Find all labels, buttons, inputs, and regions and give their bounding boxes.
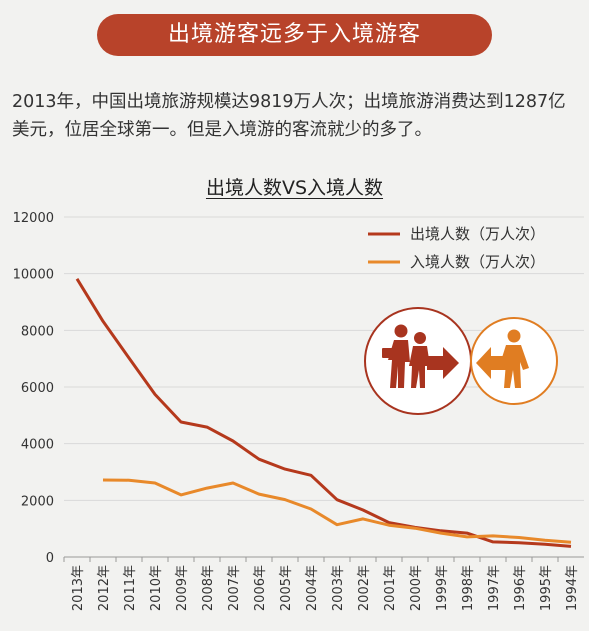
- series-line-inbound: [102, 478, 572, 544]
- y-tick-label: 2000: [21, 494, 54, 509]
- x-tick-label: 2000年: [409, 565, 424, 611]
- x-tick-label: 2003年: [331, 565, 346, 611]
- x-axis-ticks: 2013年 2012年 2011年 2010年 2009年 2008年 2007年 2006年…: [63, 557, 580, 611]
- x-tick-label: 2007年: [227, 565, 242, 611]
- x-tick-label: 2002年: [357, 565, 372, 611]
- x-tick-label: 2010年: [149, 565, 164, 611]
- y-tick-label: 6000: [21, 381, 54, 396]
- x-tick-label: 1994年: [565, 565, 580, 611]
- x-tick-label: 2009年: [175, 565, 190, 611]
- people-walking-right-arrow-icon: [364, 307, 472, 415]
- y-tick-label: 0: [46, 551, 54, 566]
- x-tick-label: 2006年: [253, 565, 268, 611]
- x-tick-label: 2001年: [383, 565, 398, 611]
- x-tick-label: 1998年: [461, 565, 476, 611]
- y-axis-ticks: 0 2000 4000 6000 8000 10000 12000: [13, 211, 54, 566]
- page-banner: 出境游客远多于入境游客: [97, 14, 492, 56]
- x-tick-label: 1999年: [435, 565, 450, 611]
- legend-label-inbound: 入境人数（万人次）: [410, 253, 545, 271]
- y-tick-label: 8000: [21, 324, 54, 339]
- person-walking-left-arrow-icon: [470, 317, 558, 405]
- series-lines: [75, 278, 572, 548]
- x-tick-label: 1997年: [487, 565, 502, 611]
- x-tick-label: 1995年: [539, 565, 554, 611]
- x-tick-label: 2004年: [305, 565, 320, 611]
- x-tick-label: 2012年: [97, 565, 112, 611]
- legend-label-outbound: 出境人数（万人次）: [410, 225, 545, 243]
- y-tick-label: 10000: [13, 268, 54, 283]
- x-tick-label: 2005年: [279, 565, 294, 611]
- x-tick-label: 2013年: [71, 565, 86, 611]
- y-tick-label: 12000: [13, 211, 54, 226]
- y-tick-label: 4000: [21, 438, 54, 453]
- x-tick-label: 2008年: [201, 565, 216, 611]
- chart-legend: 出境人数（万人次） 入境人数（万人次）: [368, 225, 545, 271]
- x-tick-label: 2011年: [123, 565, 138, 611]
- x-tick-label: 1996年: [513, 565, 528, 611]
- series-line-outbound: [75, 278, 572, 548]
- chart-title: 出境人数VS入境人数: [205, 177, 384, 199]
- intro-text: 2013年，中国出境旅游规模达9819万人次；出境旅游消费达到1287亿美元，位…: [12, 92, 566, 140]
